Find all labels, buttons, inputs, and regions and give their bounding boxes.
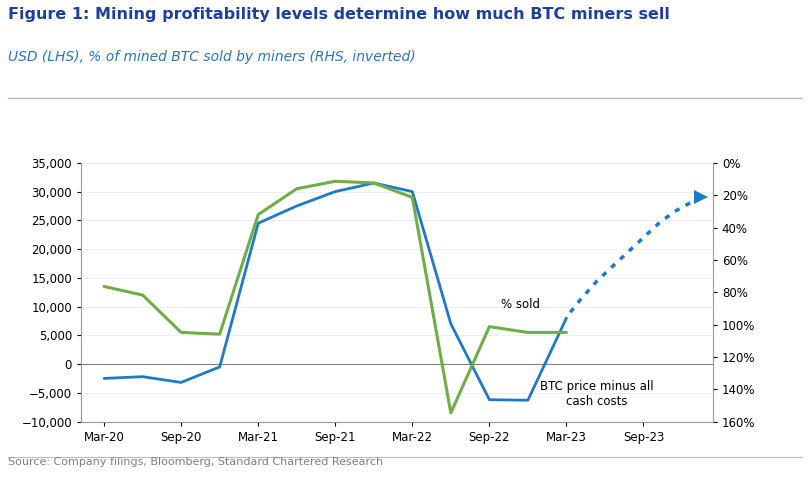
Text: Source: Company filings, Bloomberg, Standard Chartered Research: Source: Company filings, Bloomberg, Stan… <box>8 457 383 467</box>
Text: BTC price minus all
cash costs: BTC price minus all cash costs <box>540 380 654 409</box>
Text: Figure 1: Mining profitability levels determine how much BTC miners sell: Figure 1: Mining profitability levels de… <box>8 7 670 22</box>
Text: USD (LHS), % of mined BTC sold by miners (RHS, inverted): USD (LHS), % of mined BTC sold by miners… <box>8 50 416 64</box>
Text: % sold: % sold <box>501 298 540 311</box>
